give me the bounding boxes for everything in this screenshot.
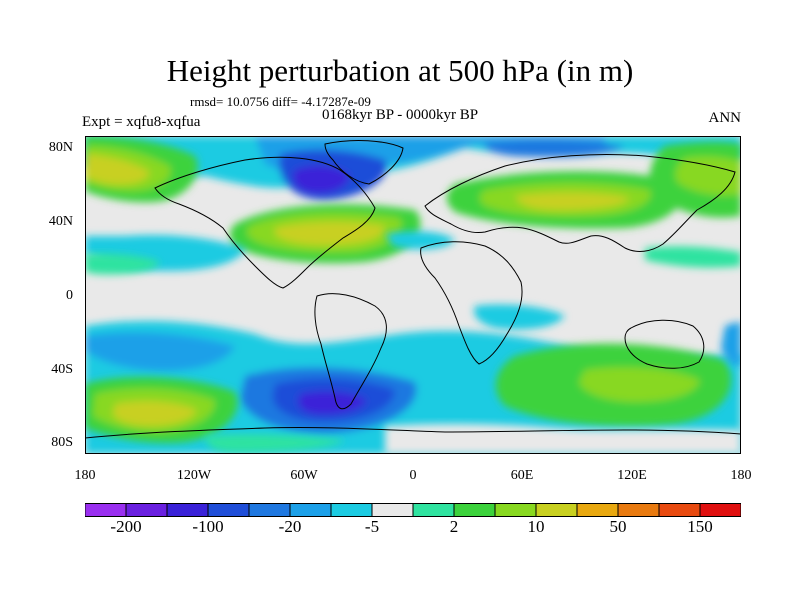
lon-label: 60E	[510, 468, 534, 483]
colorbar-box	[535, 503, 578, 517]
lat-label: 80N	[48, 140, 73, 155]
colorbar-label: -200	[110, 517, 142, 536]
colorbar-box	[207, 503, 250, 517]
period-text: 0168kyr BP - 0000kyr BP	[322, 107, 479, 123]
lat-label: 40S	[51, 362, 73, 377]
colorbar-box	[699, 503, 741, 517]
colorbar-label: -100	[192, 517, 224, 536]
colorbar-box	[371, 503, 414, 517]
experiment-label: Expt = xqfu8-xqfua	[82, 114, 201, 130]
colorbar-box	[658, 503, 701, 517]
colorbar-label: -20	[278, 517, 302, 536]
map-title: Height perturbation at 500 hPa (in m)	[166, 53, 634, 88]
lat-label: 40N	[48, 214, 73, 229]
colorbar-box	[85, 503, 127, 517]
lon-label: 120W	[176, 468, 212, 483]
colorbar-box	[125, 503, 168, 517]
colorbar-box	[453, 503, 496, 517]
stats-text: rmsd= 10.0756 diff= -4.17287e-09	[190, 94, 371, 109]
colorbar-label: 50	[609, 517, 627, 536]
lon-label: 60W	[290, 468, 318, 483]
coastlines	[85, 140, 741, 439]
colorbar-box	[617, 503, 660, 517]
colorbar-label: 2	[449, 517, 459, 536]
lon-label: 180	[730, 468, 752, 483]
lon-label: 180	[74, 468, 96, 483]
colorbar-label: 10	[527, 517, 545, 536]
colorbar-box	[289, 503, 332, 517]
colorbar-box	[576, 503, 619, 517]
lat-label: 80S	[51, 435, 73, 450]
colorbar-box	[412, 503, 455, 517]
colorbar-box	[248, 503, 291, 517]
season-label: ANN	[708, 110, 742, 126]
colorbar-box	[166, 503, 209, 517]
contour-fill-layer	[85, 136, 741, 454]
colorbar-box	[494, 503, 537, 517]
height-perturbation-map	[85, 136, 741, 454]
colorbar-box	[330, 503, 373, 517]
lon-label: 120E	[617, 468, 647, 483]
lat-label: 0	[66, 288, 73, 303]
colorbar	[85, 503, 741, 517]
lon-label: 0	[409, 468, 417, 483]
colorbar-label: 150	[687, 517, 713, 536]
colorbar-label: -5	[364, 517, 380, 536]
